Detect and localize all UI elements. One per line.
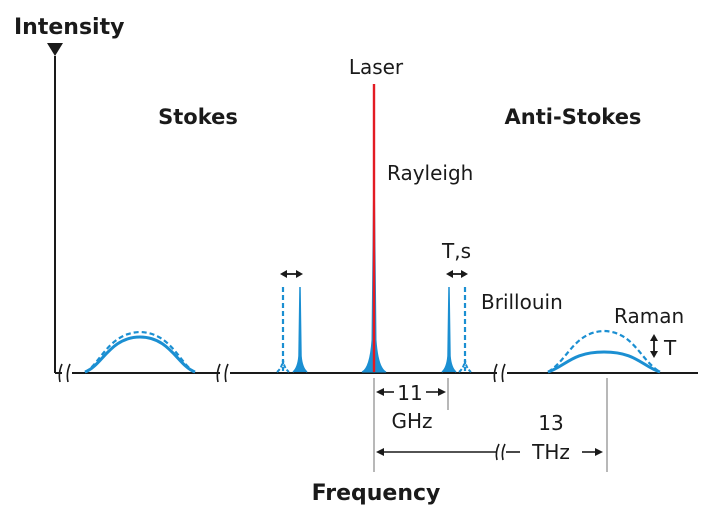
stokes-shift-arrow-icon — [280, 270, 303, 278]
laser-label: Laser — [349, 55, 404, 79]
axes — [47, 43, 698, 383]
guide-lines — [373, 378, 608, 472]
anti-stokes-label: Anti-Stokes — [505, 105, 642, 129]
temperature-arrow-icon — [650, 334, 658, 358]
raman-shift-unit: THz — [531, 440, 570, 464]
t-label: T — [663, 336, 677, 360]
axis-break-icon — [493, 363, 507, 383]
y-axis-arrow-icon — [47, 43, 63, 56]
raman-shift-value: 13 — [538, 411, 563, 435]
stokes-raman-band — [84, 330, 196, 374]
stokes-brillouin-peaks — [276, 286, 308, 373]
axis-break-icon — [58, 363, 72, 383]
y-axis-label: Intensity — [14, 15, 124, 40]
brillouin-shift-dimension — [376, 388, 446, 396]
stokes-raman-dashed-curve — [84, 330, 196, 373]
raman-shift-dimension — [376, 443, 603, 461]
anti-stokes-shift-arrow-icon — [446, 270, 468, 278]
rayleigh-label: Rayleigh — [387, 161, 473, 185]
stokes-raman-solid-curve — [84, 335, 196, 374]
raman-label: Raman — [614, 304, 684, 328]
x-axis-label: Frequency — [312, 481, 441, 506]
anti-stokes-brillouin-peaks — [441, 286, 472, 373]
anti-stokes-raman-solid-curve — [547, 350, 661, 374]
brillouin-shift-value: 11 — [397, 381, 422, 405]
brillouin-shift-unit: GHz — [391, 409, 432, 433]
brillouin-label: Brillouin — [481, 290, 563, 314]
stokes-label: Stokes — [158, 105, 238, 129]
ts-label: T,s — [441, 239, 471, 263]
stokes-brillouin-solid-peak — [292, 286, 308, 373]
anti-stokes-raman-dashed-curve — [547, 329, 661, 373]
axis-break-icon — [216, 363, 230, 383]
anti-stokes-raman-band — [547, 329, 661, 374]
anti-stokes-brillouin-solid-peak — [441, 286, 457, 373]
